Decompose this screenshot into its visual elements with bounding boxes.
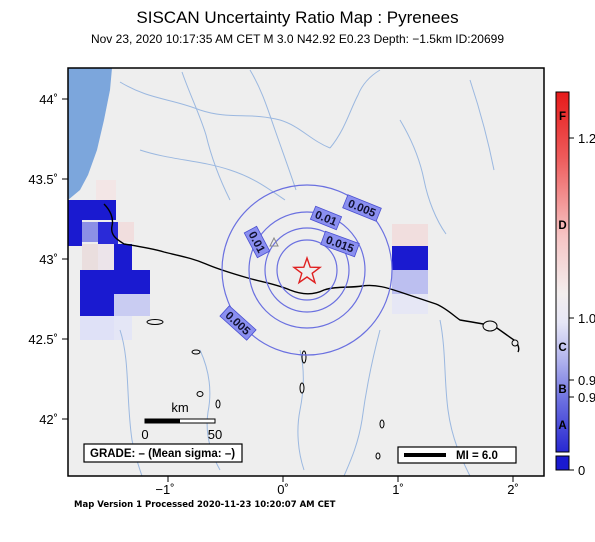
svg-text:D: D bbox=[558, 220, 566, 232]
lat-tick-label: 42˚ bbox=[39, 412, 58, 427]
grid-cells-east bbox=[392, 224, 428, 314]
lat-tick-label: 43.5˚ bbox=[28, 172, 58, 187]
scale-bar: km 0 50 bbox=[141, 400, 222, 442]
colorbar-value: 0.9 bbox=[578, 373, 595, 388]
svg-text:0: 0 bbox=[141, 427, 148, 442]
colorbar-value: 1.0 bbox=[578, 311, 595, 326]
lon-tick-label: 0˚ bbox=[277, 482, 289, 497]
colorbar-value: 0 bbox=[578, 463, 585, 478]
colorbar-value: 0.9 bbox=[578, 390, 595, 405]
sea-area bbox=[68, 68, 112, 200]
star-icon bbox=[291, 255, 323, 285]
contour-label-1: 0.005 bbox=[342, 194, 382, 222]
lon-tick-label: 2˚ bbox=[507, 482, 519, 497]
svg-text:50: 50 bbox=[208, 427, 222, 442]
rivers bbox=[119, 69, 495, 476]
svg-text:B: B bbox=[558, 384, 566, 396]
svg-text:MI = 6.0: MI = 6.0 bbox=[456, 450, 498, 462]
svg-text:C: C bbox=[558, 342, 566, 354]
map-frame bbox=[67, 67, 545, 477]
svg-text:F: F bbox=[559, 111, 566, 123]
lon-tick-label: −1˚ bbox=[155, 482, 174, 497]
lat-axis: 44˚ 43.5˚ 43˚ 42.5˚ 42˚ bbox=[28, 92, 68, 427]
lakes bbox=[146, 319, 519, 460]
lon-tick-label: 1˚ bbox=[392, 482, 404, 497]
svg-text:km: km bbox=[171, 400, 188, 415]
color-bar: F D C B A 1.2 1.0 0.9 0.9 0 bbox=[555, 91, 595, 478]
svg-text:A: A bbox=[558, 420, 566, 432]
lat-tick-label: 42.5˚ bbox=[28, 332, 58, 347]
grade-box: GRADE: – (Mean sigma: –) bbox=[83, 443, 243, 463]
uncertainty-contours bbox=[221, 184, 393, 356]
svg-text:GRADE: – (Mean sigma: –): GRADE: – (Mean sigma: –) bbox=[90, 448, 235, 460]
processing-footer: Map Version 1 Processed 2020-11-23 10:20… bbox=[74, 500, 336, 510]
grid-cells-west bbox=[68, 180, 150, 340]
colorbar-value: 1.2 bbox=[578, 131, 595, 146]
triangle-icon bbox=[269, 236, 279, 247]
lat-tick-label: 44˚ bbox=[39, 92, 58, 107]
lat-tick-label: 43˚ bbox=[39, 252, 58, 267]
mi-box: MI = 6.0 bbox=[397, 446, 517, 464]
map-title: SISCAN Uncertainty Ratio Map : Pyrenees bbox=[136, 8, 459, 27]
lon-axis: −1˚ 0˚ 1˚ 2˚ bbox=[155, 476, 519, 497]
event-info: Nov 23, 2020 10:17:35 AM CET M 3.0 N42.9… bbox=[90, 32, 505, 46]
